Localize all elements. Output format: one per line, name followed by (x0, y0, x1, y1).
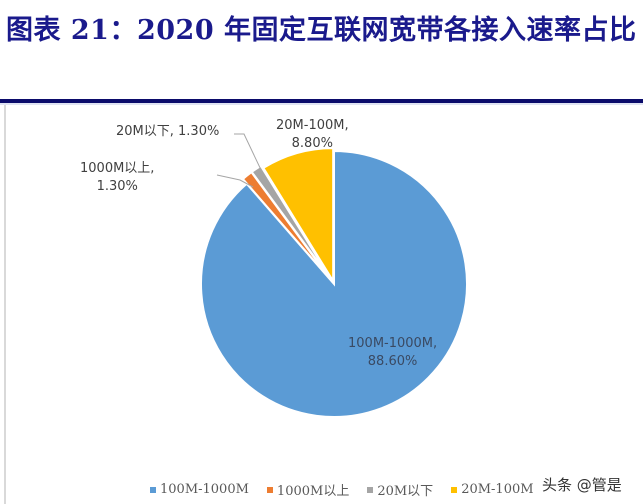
legend-item-100m-1000m: 100M-1000M (150, 482, 249, 497)
data-label-20m-100m: 20M-100M, 8.80% (276, 117, 349, 153)
data-label-name: 1000M以上, (80, 161, 155, 176)
chart-frame-border (4, 105, 6, 504)
legend-swatch (367, 486, 374, 493)
leader-line-1000m-plus (216, 174, 254, 188)
legend-label: 100M-1000M (160, 482, 249, 497)
data-label-name: 20M以下, 1.30% (116, 124, 220, 139)
data-label-value: 8.80% (291, 136, 333, 151)
data-label-value: 88.60% (367, 354, 418, 369)
pie-slices (200, 147, 468, 418)
legend-swatch (150, 486, 156, 493)
leader-line-below-20m (234, 133, 263, 173)
legend-swatch (266, 486, 273, 493)
data-label-value: 1.30% (96, 179, 138, 194)
page-title: 图表 21：2020 年固定互联网宽带各接入速率占比 (6, 15, 637, 46)
data-label-name: 20M-100M, (276, 118, 349, 133)
data-label-below-20m: 20M以下, 1.30% (116, 123, 219, 141)
data-label-1000m-plus: 1000M以上, 1.30% (80, 160, 154, 196)
legend-item-1000m-plus: 1000M以上 (266, 480, 350, 499)
slice-below-20m (250, 164, 332, 280)
legend-label: 20M-100M (461, 482, 534, 497)
title-divider-shadow (0, 103, 643, 105)
legend-label: 20M以下 (377, 484, 434, 499)
title-divider (0, 99, 643, 103)
data-label-100m-1000m: 100M-1000M, 88.60% (348, 335, 437, 371)
legend-label: 1000M以上 (276, 484, 350, 499)
data-label-name: 100M-1000M, (348, 336, 438, 351)
legend-item-20m-100m: 20M-100M (451, 482, 534, 497)
legend-item-below-20m: 20M以下 (367, 480, 433, 499)
slice-20m-100m (261, 147, 335, 285)
watermark: 头条 @管是 (542, 476, 622, 494)
legend-swatch (451, 486, 458, 493)
leader-lines (216, 133, 263, 188)
chart-legend: 100M-1000M 1000M以上 20M以下 20M-100M (150, 480, 534, 499)
